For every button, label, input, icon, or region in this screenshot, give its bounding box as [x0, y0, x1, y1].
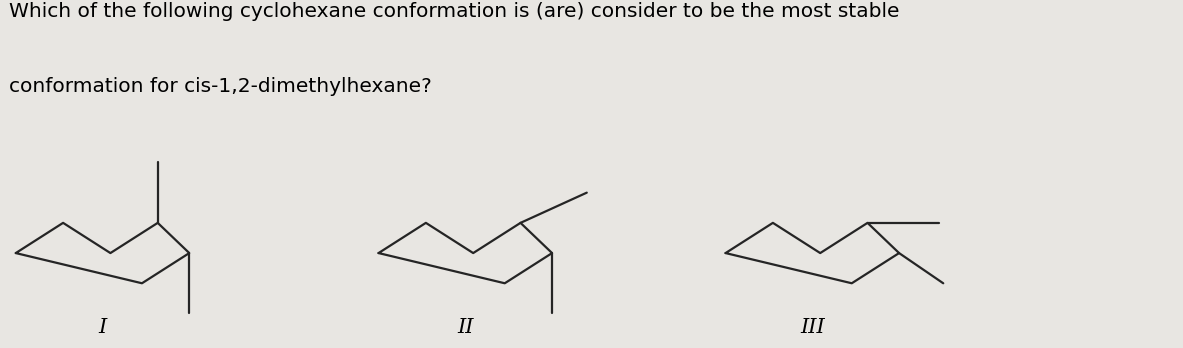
Text: III: III	[800, 318, 825, 337]
Text: Which of the following cyclohexane conformation is (are) consider to be the most: Which of the following cyclohexane confo…	[9, 2, 900, 21]
Text: I: I	[98, 318, 106, 337]
Text: conformation for cis-1,2-dimethylhexane?: conformation for cis-1,2-dimethylhexane?	[9, 77, 432, 96]
Text: II: II	[457, 318, 473, 337]
